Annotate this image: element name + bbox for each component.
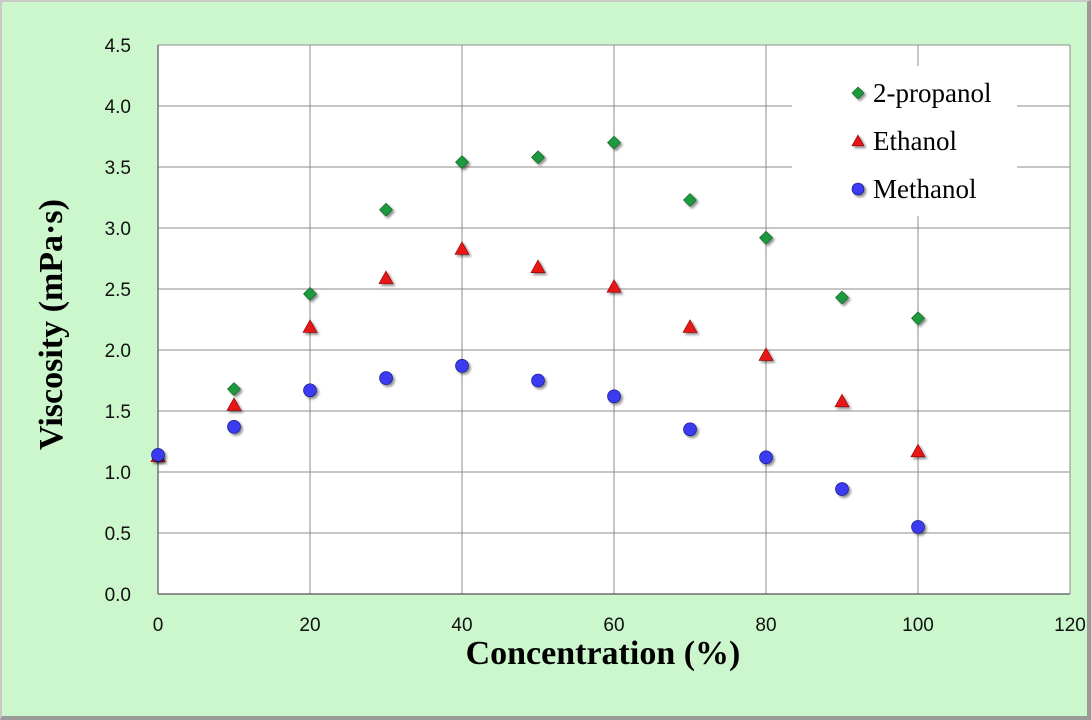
y-tick-label: 4.0 <box>105 97 131 118</box>
legend-marker-diamond <box>851 86 865 100</box>
diamond-point <box>911 311 925 326</box>
legend-label: Ethanol <box>873 126 957 156</box>
y-tick-label: 0.5 <box>105 524 131 545</box>
triangle-point <box>834 393 850 408</box>
x-tick-label: 20 <box>299 615 320 636</box>
diamond-point <box>683 193 697 207</box>
legend-label: Methanol <box>873 174 976 204</box>
y-tick-label: 3.5 <box>105 158 131 179</box>
legend: 2-propanol Ethanol Methanol <box>792 66 1017 216</box>
triangle-point <box>302 319 318 333</box>
x-tick-label: 100 <box>902 615 934 636</box>
y-axis-title: Viscosity (mPa·s) <box>33 199 70 450</box>
legend-box <box>792 66 1017 216</box>
diamond-point <box>835 290 849 305</box>
circle-point <box>683 422 697 437</box>
circle-point <box>911 520 925 534</box>
triangle-point <box>606 278 622 293</box>
legend-label: 2-propanol <box>873 78 991 108</box>
triangle-point <box>682 319 698 333</box>
circle-point <box>759 450 773 465</box>
y-tick-label: 3.0 <box>105 219 131 240</box>
circle-point <box>379 371 393 385</box>
x-axis-title: Concentration (%) <box>466 635 741 672</box>
y-tick-label: 1.5 <box>105 402 131 423</box>
triangle-point <box>454 241 470 255</box>
triangle-point <box>530 259 546 273</box>
x-tick-label: 120 <box>1054 615 1086 636</box>
diamond-point <box>379 202 393 217</box>
series-diamond <box>227 135 925 396</box>
series-circle <box>151 359 925 534</box>
diamond-point <box>227 382 241 396</box>
y-tick-label: 1.0 <box>105 463 131 484</box>
y-tick-labels: 0.0 0.5 1.0 1.5 2.0 2.5 3.0 3.5 4.0 4.5 <box>105 36 131 606</box>
triangle-point <box>378 270 394 284</box>
circle-point <box>607 389 621 404</box>
diamond-point <box>531 150 545 165</box>
circle-point <box>835 482 849 496</box>
data-points <box>150 135 926 534</box>
circle-point <box>151 448 165 462</box>
x-tick-label: 80 <box>755 615 776 636</box>
y-tick-label: 0.0 <box>105 585 131 606</box>
circle-point <box>227 420 241 434</box>
triangle-point <box>910 443 926 458</box>
y-tick-label: 4.5 <box>105 36 131 57</box>
x-tick-label: 60 <box>603 615 624 636</box>
x-tick-label: 40 <box>451 615 472 636</box>
circle-point <box>303 383 317 398</box>
y-tick-label: 2.5 <box>105 280 131 301</box>
y-tick-label: 2.0 <box>105 341 131 362</box>
circle-point <box>531 373 545 388</box>
series-triangle <box>150 241 926 463</box>
axes <box>157 45 1070 595</box>
triangle-point <box>758 347 774 361</box>
circle-point <box>455 359 469 373</box>
x-tick-labels: 0 20 40 60 80 100 120 <box>153 615 1086 636</box>
diamond-point <box>607 135 621 150</box>
diamond-point <box>303 286 317 301</box>
diamond-point <box>455 155 469 170</box>
diamond-point <box>759 230 773 245</box>
triangle-point <box>226 397 242 411</box>
x-tick-label: 0 <box>153 615 164 636</box>
legend-marker-circle <box>851 182 865 196</box>
legend-marker-triangle <box>851 134 865 147</box>
